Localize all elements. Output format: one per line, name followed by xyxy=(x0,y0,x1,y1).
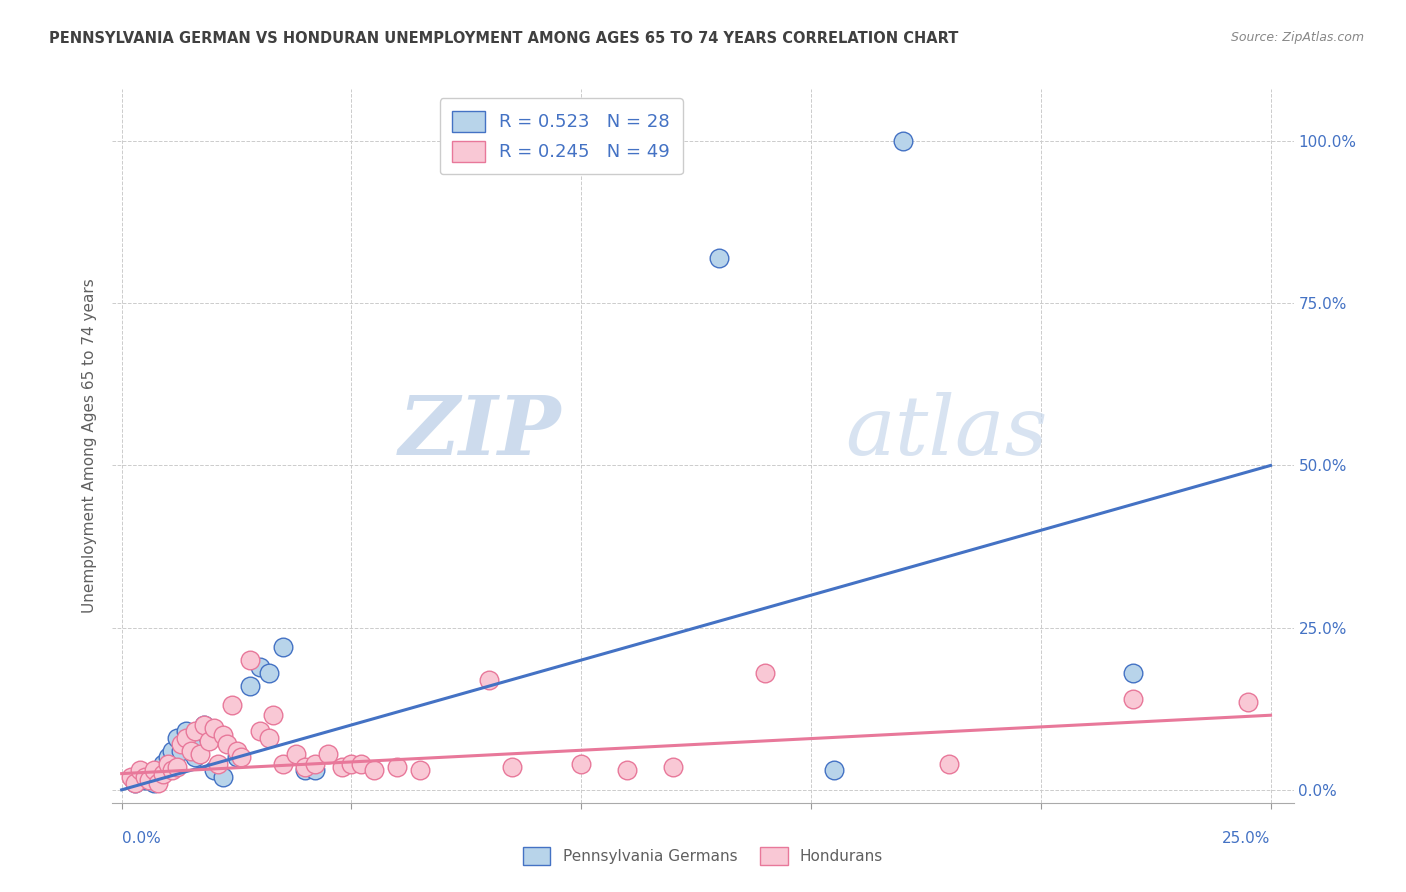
Text: ZIP: ZIP xyxy=(399,392,561,472)
Point xyxy=(754,666,776,681)
Point xyxy=(188,747,211,761)
Point xyxy=(478,673,501,687)
Point xyxy=(231,750,253,764)
Point xyxy=(225,744,247,758)
Point xyxy=(202,721,225,735)
Point xyxy=(1236,695,1258,709)
Point xyxy=(156,756,179,771)
Point xyxy=(166,731,188,745)
Point xyxy=(170,744,193,758)
Point xyxy=(1122,666,1144,681)
Point xyxy=(134,770,156,784)
Point xyxy=(138,770,160,784)
Point xyxy=(170,738,193,752)
Point xyxy=(318,747,340,761)
Point xyxy=(294,764,316,778)
Point xyxy=(211,728,233,742)
Point xyxy=(152,756,174,771)
Point xyxy=(891,134,914,148)
Point xyxy=(180,744,202,758)
Point xyxy=(662,760,685,774)
Point xyxy=(207,756,229,771)
Point xyxy=(193,718,215,732)
Point xyxy=(823,764,845,778)
Text: atlas: atlas xyxy=(845,392,1047,472)
Text: 0.0%: 0.0% xyxy=(122,831,160,847)
Point xyxy=(166,760,188,774)
Point xyxy=(174,731,197,745)
Point xyxy=(304,764,326,778)
Point xyxy=(257,731,280,745)
Point xyxy=(148,776,170,790)
Text: Source: ZipAtlas.com: Source: ZipAtlas.com xyxy=(1230,31,1364,45)
Point xyxy=(294,760,316,774)
Point xyxy=(501,760,523,774)
Point xyxy=(174,724,197,739)
Point xyxy=(249,724,271,739)
Point xyxy=(569,756,592,771)
Point xyxy=(304,756,326,771)
Point xyxy=(160,744,183,758)
Point xyxy=(271,640,294,654)
Point xyxy=(134,773,156,788)
Point xyxy=(124,776,146,790)
Point xyxy=(120,770,142,784)
Point xyxy=(1122,692,1144,706)
Point xyxy=(616,764,638,778)
Point xyxy=(198,731,221,745)
Point xyxy=(217,738,239,752)
Legend: Pennsylvania Germans, Hondurans: Pennsylvania Germans, Hondurans xyxy=(517,841,889,871)
Point xyxy=(409,764,432,778)
Point xyxy=(387,760,409,774)
Point xyxy=(221,698,243,713)
Point xyxy=(184,724,207,739)
Point xyxy=(142,776,165,790)
Point xyxy=(142,764,165,778)
Text: PENNSYLVANIA GERMAN VS HONDURAN UNEMPLOYMENT AMONG AGES 65 TO 74 YEARS CORRELATI: PENNSYLVANIA GERMAN VS HONDURAN UNEMPLOY… xyxy=(49,31,959,46)
Point xyxy=(180,738,202,752)
Point xyxy=(129,764,152,778)
Point xyxy=(349,756,371,771)
Point xyxy=(156,750,179,764)
Point xyxy=(262,708,284,723)
Point xyxy=(198,734,221,748)
Point xyxy=(202,764,225,778)
Point xyxy=(330,760,353,774)
Point xyxy=(285,747,308,761)
Point xyxy=(340,756,363,771)
Point xyxy=(160,764,183,778)
Text: 25.0%: 25.0% xyxy=(1222,831,1271,847)
Point xyxy=(148,764,170,778)
Y-axis label: Unemployment Among Ages 65 to 74 years: Unemployment Among Ages 65 to 74 years xyxy=(82,278,97,614)
Point xyxy=(225,750,247,764)
Point xyxy=(938,756,960,771)
Point xyxy=(707,251,730,265)
Point xyxy=(257,666,280,681)
Point xyxy=(193,718,215,732)
Point xyxy=(152,766,174,780)
Point xyxy=(239,679,262,693)
Point xyxy=(138,773,160,788)
Point xyxy=(239,653,262,667)
Point xyxy=(249,659,271,673)
Point xyxy=(363,764,385,778)
Point xyxy=(211,770,233,784)
Legend: R = 0.523   N = 28, R = 0.245   N = 49: R = 0.523 N = 28, R = 0.245 N = 49 xyxy=(440,98,683,174)
Point xyxy=(184,750,207,764)
Point xyxy=(271,756,294,771)
Point xyxy=(124,776,146,790)
